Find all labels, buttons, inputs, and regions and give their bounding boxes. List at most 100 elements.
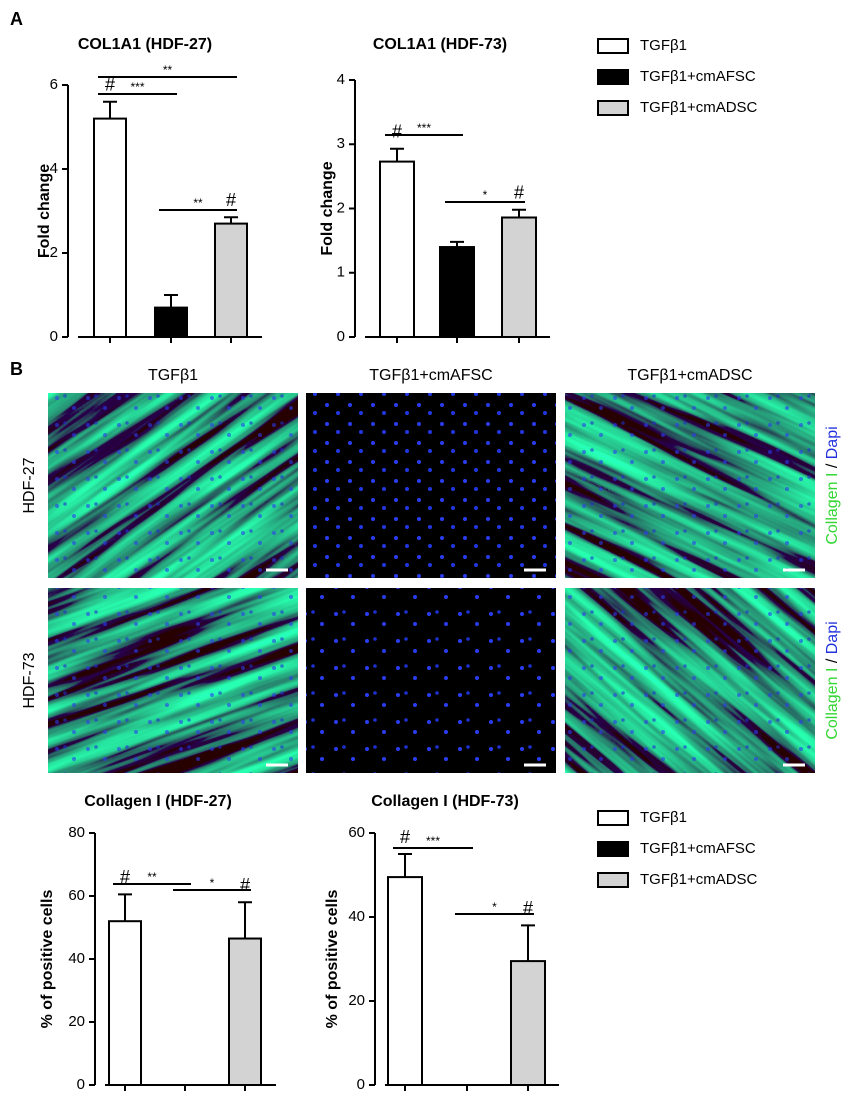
nuclei xyxy=(565,393,815,578)
legend-label: TGFβ1+cmADSC xyxy=(640,99,758,116)
legend-label: TGFβ1+cmADSC xyxy=(640,871,758,888)
significance-label: * xyxy=(483,188,488,202)
y-tick-label: 2 xyxy=(50,244,58,261)
significance-label: *** xyxy=(417,121,431,135)
significance-marker: # xyxy=(514,183,524,203)
column-header: TGFβ1 xyxy=(148,367,198,384)
bar xyxy=(439,246,475,338)
bar xyxy=(228,937,262,1087)
significance-marker: # xyxy=(240,875,250,895)
bar xyxy=(108,920,142,1087)
y-tick-label: 60 xyxy=(68,887,85,904)
bar xyxy=(93,117,127,338)
error-bar xyxy=(390,147,404,162)
bar xyxy=(510,960,546,1086)
legend-swatch xyxy=(597,841,629,857)
y-tick-label: 80 xyxy=(68,824,85,841)
stain-dapi: Dapi xyxy=(824,621,841,654)
significance-label: ** xyxy=(193,196,203,210)
y-tick-label: 2 xyxy=(337,199,345,216)
legend-swatch xyxy=(597,38,629,54)
significance-marker: # xyxy=(392,121,402,141)
stain-separator: / xyxy=(824,463,841,468)
significance-label: ** xyxy=(147,870,157,884)
significance-label: *** xyxy=(130,80,144,94)
error-bar xyxy=(398,853,412,878)
significance-label: ** xyxy=(163,63,173,77)
row-label: HDF-27 xyxy=(21,457,38,513)
nuclei xyxy=(48,393,298,578)
stain-dapi: Dapi xyxy=(824,426,841,459)
nuclei xyxy=(48,588,298,773)
stain-separator: / xyxy=(824,658,841,663)
stain-collagen: Collagen I xyxy=(824,668,841,740)
bar xyxy=(379,160,415,338)
y-tick-label: 3 xyxy=(337,135,345,152)
significance-marker: # xyxy=(105,75,115,95)
y-axis-label: % of positive cells xyxy=(324,890,341,1029)
error-bar xyxy=(521,924,535,962)
y-tick-label: 4 xyxy=(337,71,345,88)
stain-label: Collagen I / Dapi xyxy=(824,426,841,544)
legend-label: TGFβ1+cmAFSC xyxy=(640,840,756,857)
y-tick-label: 20 xyxy=(68,1013,85,1030)
chart-title: Collagen I (HDF-73) xyxy=(371,793,519,810)
bar xyxy=(154,306,188,339)
y-tick-label: 4 xyxy=(50,160,58,177)
bar xyxy=(501,216,537,338)
significance-marker: # xyxy=(523,898,533,918)
bar xyxy=(214,222,248,339)
stain-collagen: Collagen I xyxy=(824,473,841,545)
micrograph xyxy=(48,393,298,578)
bar xyxy=(387,876,423,1086)
micrograph xyxy=(565,588,815,773)
y-tick-label: 20 xyxy=(348,992,365,1009)
column-header: TGFβ1+cmADSC xyxy=(627,367,752,384)
y-tick-label: 40 xyxy=(348,908,365,925)
panel-label: A xyxy=(10,9,23,29)
chart-title: COL1A1 (HDF-73) xyxy=(373,36,507,53)
error-bar xyxy=(238,901,252,939)
micrograph xyxy=(306,588,556,773)
significance-label: *** xyxy=(426,834,440,848)
chart-title: COL1A1 (HDF-27) xyxy=(78,36,212,53)
y-tick-label: 0 xyxy=(357,1076,365,1093)
error-bar xyxy=(224,216,238,224)
y-axis-label: Fold change xyxy=(319,161,336,255)
nuclei xyxy=(565,588,815,773)
row-label: HDF-73 xyxy=(21,652,38,708)
nuclei xyxy=(306,588,556,773)
micrograph xyxy=(48,588,298,773)
y-tick-label: 40 xyxy=(68,950,85,967)
nuclei xyxy=(306,393,556,578)
y-tick-label: 0 xyxy=(50,328,58,345)
error-bar xyxy=(450,240,464,248)
panel-label: B xyxy=(10,359,23,379)
significance-label: * xyxy=(210,876,215,890)
legend-swatch xyxy=(597,100,629,116)
y-tick-label: 6 xyxy=(50,76,58,93)
y-axis-label: Fold change xyxy=(36,164,53,258)
error-bar xyxy=(164,294,178,308)
significance-marker: # xyxy=(226,190,236,210)
stain-label: Collagen I / Dapi xyxy=(824,621,841,739)
legend-label: TGFβ1 xyxy=(640,37,687,54)
legend-swatch xyxy=(597,872,629,888)
y-tick-label: 0 xyxy=(337,328,345,345)
micrograph xyxy=(565,393,815,578)
micrograph xyxy=(306,393,556,578)
legend-label: TGFβ1 xyxy=(640,809,687,826)
error-bar xyxy=(103,100,117,119)
legend-swatch xyxy=(597,810,629,826)
y-tick-label: 60 xyxy=(348,824,365,841)
significance-label: * xyxy=(492,900,497,914)
legend-swatch xyxy=(597,69,629,85)
column-header: TGFβ1+cmAFSC xyxy=(369,367,492,384)
significance-marker: # xyxy=(400,827,410,847)
y-tick-label: 1 xyxy=(337,264,345,281)
y-tick-label: 0 xyxy=(77,1076,85,1093)
y-axis-label: % of positive cells xyxy=(39,890,56,1029)
significance-marker: # xyxy=(120,867,130,887)
chart-title: Collagen I (HDF-27) xyxy=(84,793,232,810)
